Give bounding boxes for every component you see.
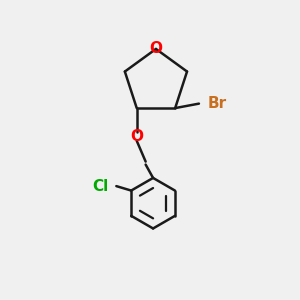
Text: O: O: [149, 41, 162, 56]
Text: Br: Br: [208, 96, 227, 111]
Text: Cl: Cl: [93, 178, 109, 194]
Text: O: O: [130, 129, 143, 144]
